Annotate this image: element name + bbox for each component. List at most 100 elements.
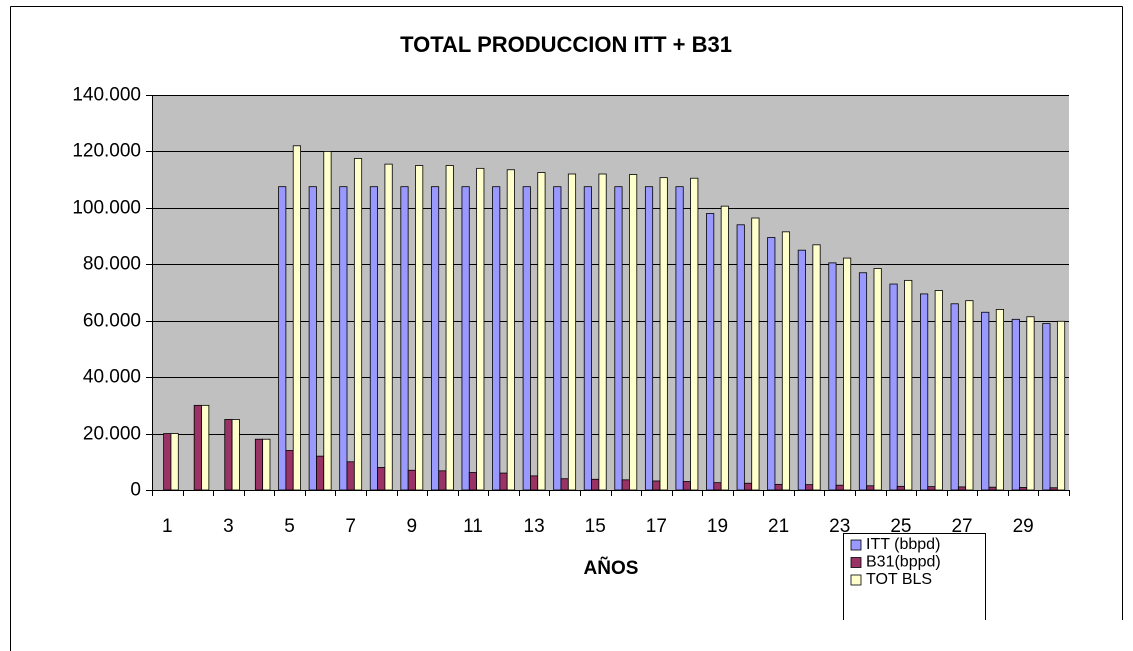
x-tick-label: 19 <box>707 516 728 537</box>
bar <box>567 173 577 491</box>
bar <box>598 173 607 491</box>
bar <box>934 290 943 491</box>
bar <box>644 186 654 491</box>
bar <box>858 272 868 491</box>
bar <box>346 461 355 491</box>
bar <box>774 483 783 491</box>
x-tick-label: 13 <box>524 516 545 537</box>
bar <box>537 172 546 491</box>
bar <box>530 475 539 491</box>
x-tick-label: 9 <box>407 516 418 537</box>
bar <box>767 237 776 491</box>
legend-box <box>843 533 986 620</box>
y-tick-label: 140.000 <box>72 85 141 106</box>
bar <box>193 404 202 491</box>
bar <box>522 186 531 491</box>
bar <box>736 224 745 491</box>
bar <box>927 486 936 491</box>
bar <box>461 186 470 491</box>
bar <box>430 186 440 491</box>
x-tick-label: 7 <box>345 516 356 537</box>
bar <box>407 469 416 491</box>
bar <box>339 186 348 491</box>
y-tick-label: 20.000 <box>83 424 141 445</box>
bar <box>828 262 837 491</box>
bar <box>377 467 386 491</box>
bar <box>231 419 240 491</box>
bar <box>224 419 233 491</box>
bar <box>950 303 959 491</box>
bar <box>743 482 753 491</box>
plot-background <box>152 95 1069 490</box>
bar <box>957 486 967 491</box>
bar <box>492 186 501 491</box>
x-tick-label: 29 <box>1013 516 1034 537</box>
y-tick-label: 60.000 <box>83 311 141 332</box>
bar <box>896 485 905 491</box>
legend-swatch <box>850 539 862 551</box>
legend-label: B31(bppd) <box>866 554 941 571</box>
legend-swatch <box>850 557 862 568</box>
bar <box>812 244 821 491</box>
y-tick-label: 0 <box>130 480 141 501</box>
bar <box>353 158 363 491</box>
x-tick-label: 23 <box>829 516 850 537</box>
x-axis-title: AÑOS <box>584 557 639 579</box>
bar <box>690 177 699 491</box>
bar <box>614 186 623 491</box>
chart-title: TOTAL PRODUCCION ITT + B31 <box>400 32 732 57</box>
y-tick-label: 40.000 <box>83 367 141 388</box>
bar <box>468 472 478 491</box>
bar <box>506 169 515 491</box>
bar <box>720 205 729 491</box>
bar <box>415 165 424 491</box>
bar <box>706 213 715 491</box>
legend: ITT (bbpd)B31(bppd)TOT BLS <box>843 533 986 620</box>
x-tick-label: 3 <box>223 516 234 537</box>
bar <box>889 283 898 491</box>
bar <box>1026 316 1035 491</box>
legend-label: ITT (bbpd) <box>866 536 940 553</box>
bar <box>675 186 684 491</box>
x-tick-label: 15 <box>585 516 606 537</box>
bar <box>560 478 569 491</box>
bar <box>292 145 301 491</box>
bar <box>1019 487 1028 491</box>
bar <box>254 438 264 491</box>
y-tick-label: 80.000 <box>83 254 141 275</box>
bar <box>476 167 485 491</box>
bar <box>965 300 974 491</box>
bar <box>797 249 806 491</box>
y-tick-label: 100.000 <box>72 198 141 219</box>
x-tick-label: 21 <box>768 516 789 537</box>
bar <box>445 165 454 491</box>
bar <box>308 186 317 491</box>
bar <box>170 433 179 491</box>
bar <box>262 438 271 491</box>
bar <box>781 231 791 491</box>
bar <box>1011 318 1020 491</box>
bar <box>1056 320 1066 491</box>
bar <box>652 480 661 491</box>
bar <box>323 151 332 491</box>
bar <box>629 174 638 491</box>
x-tick-label: 17 <box>646 516 667 537</box>
bar <box>835 484 844 491</box>
x-tick-label: 27 <box>951 516 972 537</box>
bar <box>988 486 997 491</box>
bar <box>438 470 447 491</box>
y-tick-label: 120.000 <box>72 141 141 162</box>
x-tick-label: 11 <box>463 516 483 537</box>
bar <box>316 455 325 491</box>
bar <box>591 478 600 491</box>
bar <box>384 163 393 491</box>
bar <box>583 186 592 491</box>
bar <box>201 404 210 491</box>
bar <box>995 309 1004 491</box>
bar <box>920 293 929 491</box>
bar <box>499 472 508 491</box>
bar <box>400 186 409 491</box>
x-tick-label: 5 <box>284 516 295 537</box>
bar <box>873 268 882 491</box>
